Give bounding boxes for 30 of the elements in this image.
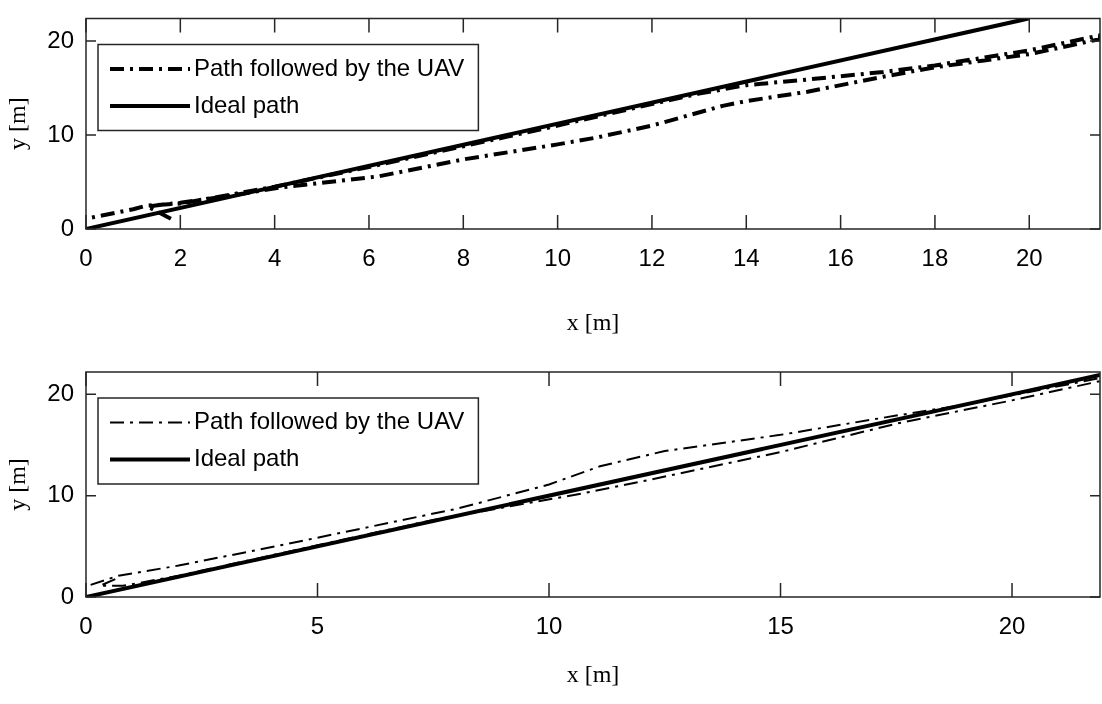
x-tick-label: 6 [362, 244, 376, 272]
x-tick-label: 18 [921, 244, 949, 272]
x-tick-label: 4 [267, 244, 282, 272]
x-tick-label: 0 [79, 244, 93, 272]
x-tick-label: 20 [1015, 244, 1043, 272]
y-tick-label: 10 [47, 480, 74, 508]
x-tick-label: 20 [998, 612, 1026, 640]
legend-label: Ideal path [194, 444, 300, 472]
legend-label: Path followed by the UAV [194, 407, 465, 435]
y-tick-label: 20 [47, 378, 74, 406]
x-axis-title: x [m] [566, 308, 620, 335]
y-axis-title: y [m] [3, 97, 30, 151]
y-tick-label: 10 [47, 119, 74, 147]
x-tick-label: 14 [732, 244, 760, 272]
y-tick-label: 0 [60, 581, 74, 609]
x-tick-label: 0 [79, 612, 93, 640]
y-axis-title: y [m] [3, 458, 30, 511]
x-tick-label: 12 [638, 244, 666, 272]
x-tick-label: 16 [827, 244, 854, 272]
x-axis-title: x [m] [566, 660, 620, 687]
y-tick-label: 0 [60, 213, 74, 241]
x-tick-label: 10 [544, 244, 571, 272]
y-tick-label: 20 [47, 25, 74, 53]
x-tick-label: 15 [767, 612, 794, 640]
x-tick-label: 5 [310, 612, 325, 640]
x-tick-label: 8 [456, 244, 470, 272]
legend-label: Path followed by the UAV [194, 53, 465, 81]
x-tick-label: 10 [535, 612, 563, 640]
legend-label: Ideal path [194, 90, 300, 118]
x-tick-label: 2 [173, 244, 188, 272]
